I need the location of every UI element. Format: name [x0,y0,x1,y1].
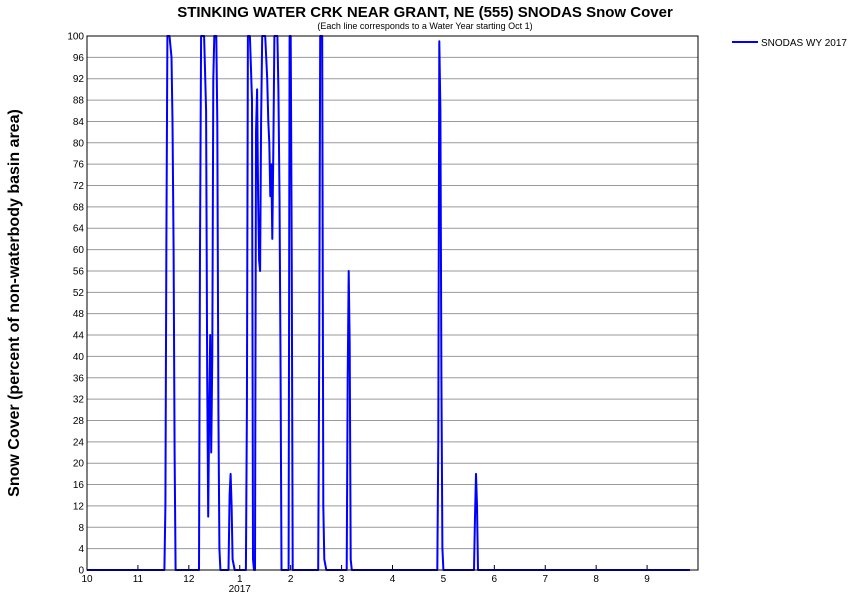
y-tick-label: 32 [73,395,85,406]
y-tick-label: 16 [73,480,85,491]
chart-subtitle: (Each line corresponds to a Water Year s… [317,21,532,31]
chart-title: STINKING WATER CRK NEAR GRANT, NE (555) … [177,4,673,21]
x-tick-label: 12 [183,574,195,585]
x-year-label: 2017 [229,584,252,595]
y-tick-label: 44 [73,331,85,342]
y-tick-label: 88 [73,96,85,107]
y-tick-labels: 0481216202428323640444852566064687276808… [67,32,84,577]
x-tick-label: 9 [644,574,650,585]
x-tick-label: 2 [288,574,294,585]
y-tick-label: 60 [73,245,85,256]
y-tick-label: 92 [73,74,85,85]
y-tick-label: 48 [73,309,85,320]
y-tick-label: 36 [73,373,85,384]
legend-label: SNODAS WY 2017 [761,38,847,49]
series-line [87,35,690,571]
y-tick-label: 68 [73,202,85,213]
y-tick-label: 24 [73,437,85,448]
y-tick-label: 12 [73,501,85,512]
y-tick-label: 64 [73,224,85,235]
x-tick-label: 8 [593,574,599,585]
y-tick-label: 0 [78,566,84,577]
x-tick-label: 6 [492,574,498,585]
y-tick-label: 4 [78,544,84,555]
y-axis-label: Snow Cover (percent of non-waterbody bas… [6,109,23,497]
series-lines [87,35,690,571]
y-tick-label: 8 [78,523,84,534]
grid-lines [87,35,698,571]
y-tick-label: 28 [73,416,85,427]
x-tick-label: 10 [81,574,93,585]
x-tick-label: 1 [237,574,243,585]
y-tick-label: 56 [73,266,85,277]
x-tick-label: 4 [390,574,396,585]
x-tick-label: 7 [542,574,548,585]
legend: SNODAS WY 2017 [732,38,847,49]
y-tick-label: 84 [73,117,85,128]
y-tick-label: 40 [73,352,85,363]
y-tick-label: 80 [73,138,85,149]
x-tick-label: 5 [441,574,447,585]
y-tick-label: 76 [73,160,85,171]
y-tick-label: 20 [73,459,85,470]
plot-area-frame [86,35,699,571]
x-tick-label: 11 [133,574,144,585]
y-tick-label: 100 [67,32,84,43]
y-tick-label: 72 [73,181,85,192]
y-tick-label: 96 [73,53,85,64]
x-tick-label: 3 [339,574,345,585]
y-tick-label: 52 [73,288,85,299]
